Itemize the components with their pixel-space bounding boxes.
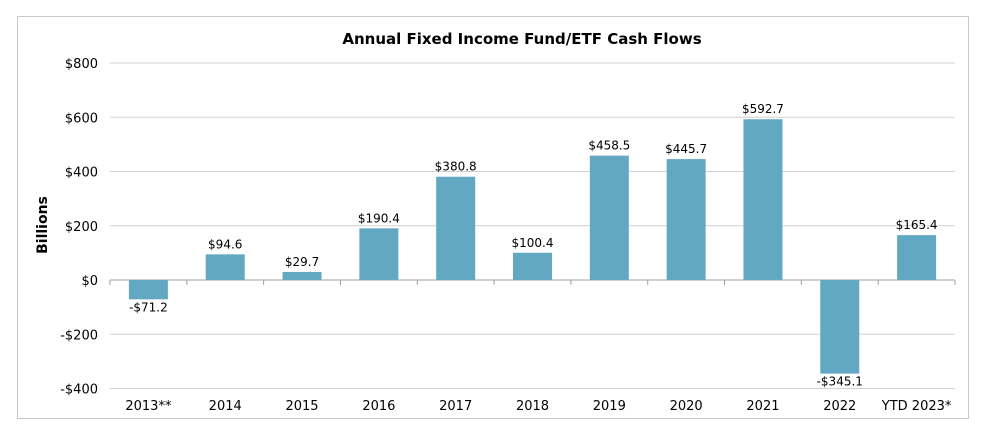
data-label: -$71.2 [129, 300, 168, 314]
y-axis-label: Billions [35, 196, 51, 254]
data-label: $165.4 [896, 218, 938, 232]
x-tick-label: 2017 [439, 399, 472, 414]
x-tick-label: YTD 2023* [881, 399, 952, 414]
bar [436, 176, 476, 280]
x-tick-label: 2015 [285, 399, 318, 414]
bar [282, 271, 322, 280]
data-label: $29.7 [285, 255, 319, 269]
y-tick-labels: $800 $600 $400 $200 $0 -$200 -$400 [60, 57, 98, 398]
bar [513, 252, 552, 280]
x-tick-label: 2022 [823, 399, 856, 414]
chart-frame [17, 16, 969, 419]
y-tick-label: $200 [65, 220, 98, 235]
data-label: $94.6 [208, 237, 242, 251]
x-tick-label: 2019 [593, 399, 626, 414]
bar [897, 235, 937, 280]
x-tick-label: 2018 [516, 399, 549, 414]
bars [128, 119, 937, 374]
data-label: -$345.1 [817, 375, 863, 389]
data-label: $458.5 [588, 139, 630, 153]
data-labels: -$71.2 $94.6 $29.7 $190.4 $380.8 $100.4 $458.5… [129, 102, 938, 388]
bar [359, 228, 399, 280]
y-tick-label: $800 [65, 57, 98, 72]
data-label: $445.7 [665, 142, 707, 156]
x-tick-labels: 2013** 2014 2015 2016 2017 2018 2019 2020 2021 20… [125, 399, 952, 414]
y-tick-label: -$200 [60, 328, 98, 343]
data-label: $592.7 [742, 102, 784, 116]
bar [743, 119, 783, 280]
bar [589, 155, 629, 280]
bar [205, 254, 245, 280]
gridlines [109, 62, 956, 389]
x-tick-label: 2021 [746, 399, 779, 414]
x-tick-label: 2014 [209, 399, 242, 414]
data-label: $190.4 [358, 211, 400, 225]
data-label: $100.4 [512, 236, 554, 250]
y-tick-label: $600 [65, 111, 98, 126]
bar [820, 280, 860, 374]
y-tick-label: $0 [81, 274, 98, 289]
bar [666, 159, 706, 280]
x-tick-label: 2020 [670, 399, 703, 414]
data-label: $380.8 [435, 160, 477, 174]
bar [128, 280, 168, 300]
x-tick-label: 2013** [125, 399, 172, 414]
chart-title: Annual Fixed Income Fund/ETF Cash Flows [342, 30, 701, 48]
y-tick-label: $400 [65, 166, 98, 181]
y-tick-label: -$400 [60, 383, 98, 398]
x-tick-label: 2016 [362, 399, 395, 414]
